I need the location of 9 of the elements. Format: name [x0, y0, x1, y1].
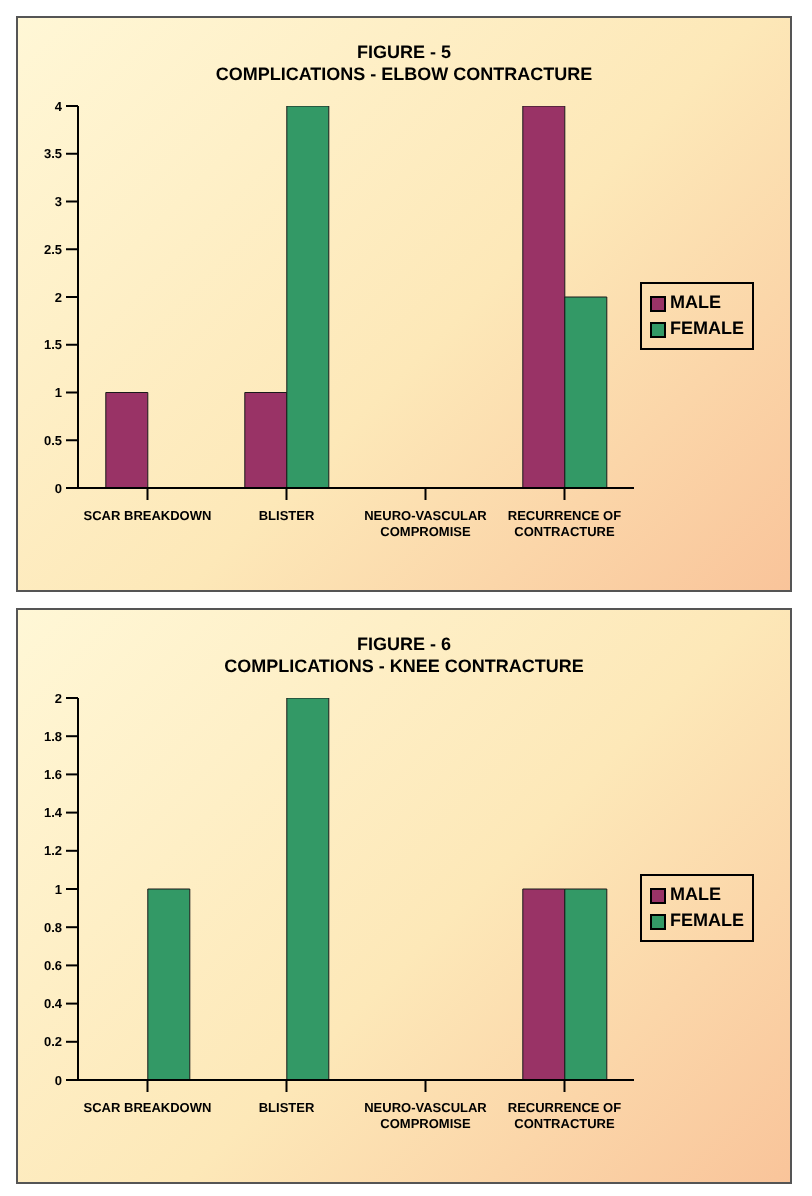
legend-label: MALE [670, 882, 721, 908]
chart-title: FIGURE - 6 [354, 634, 453, 656]
chart-subtitle: COMPLICATIONS - ELBOW CONTRACTURE [213, 64, 595, 86]
bar [105, 392, 149, 488]
text: FEMALE [670, 908, 744, 934]
text: FEMALE [670, 316, 744, 342]
chart-subtitle: COMPLICATIONS - KNEE CONTRACTURE [222, 656, 586, 678]
chart-title: FIGURE - 5 [354, 42, 453, 64]
legend-label: MALE [670, 290, 721, 316]
